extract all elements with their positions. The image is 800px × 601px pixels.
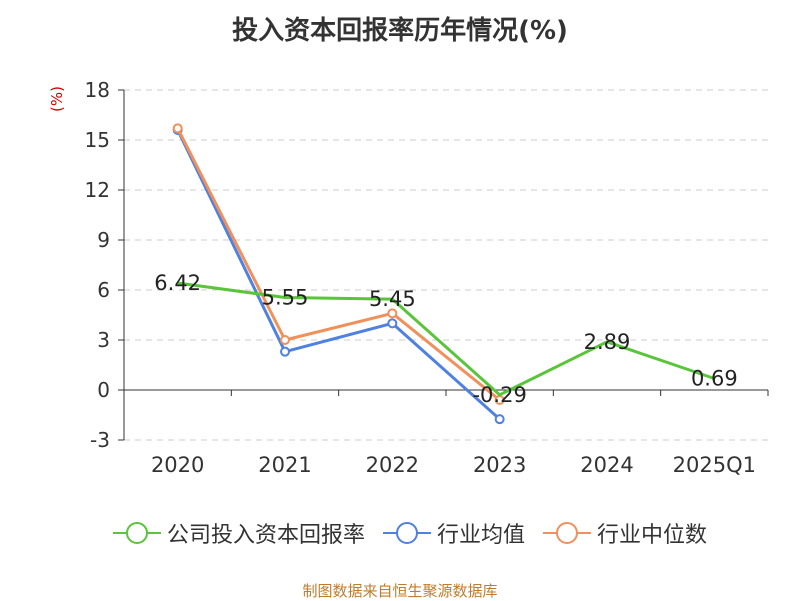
x-tick-label: 2021	[258, 453, 311, 477]
y-tick-label: 15	[85, 128, 110, 152]
x-tick-label: 2025Q1	[673, 453, 756, 477]
x-tick-label: 2022	[366, 453, 419, 477]
data-point	[280, 346, 290, 357]
data-point	[172, 123, 183, 134]
x-tick-label: 2024	[580, 453, 633, 477]
y-tick-label: 12	[85, 178, 110, 202]
series-line	[176, 129, 501, 421]
data-point	[387, 318, 398, 329]
data-labels: 6.42 5.55 5.45 -0.29 2.89 0.69	[154, 271, 737, 407]
legend-item-industry-median[interactable]: 行业中位数	[543, 517, 707, 549]
data-source: 制图数据来自恒生聚源数据库	[302, 582, 498, 600]
legend-label: 行业均值	[436, 523, 525, 548]
chart-title: 投入资本回报率历年情况(%)	[232, 16, 568, 46]
data-label: 5.45	[369, 287, 416, 311]
x-tick-label: 2020	[151, 453, 204, 477]
legend-label: 行业中位数	[597, 523, 708, 548]
series-lines	[172, 123, 715, 425]
data-point	[387, 308, 398, 319]
data-label: -0.29	[472, 383, 526, 407]
grid-lines	[124, 89, 768, 441]
legend: 公司投入资本回报率 行业均值 行业中位数	[70, 517, 750, 549]
y-tick-label: 9	[97, 228, 110, 252]
legend-item-industry-mean[interactable]: 行业均值	[382, 517, 525, 549]
y-tick-label: 0	[97, 378, 110, 402]
data-point	[280, 335, 290, 345]
data-label: 0.69	[691, 367, 738, 391]
data-label: 5.55	[262, 286, 309, 310]
series-line	[176, 127, 501, 402]
legend-label: 公司投入资本回报率	[166, 523, 365, 548]
legend-line-circle-icon	[382, 521, 431, 545]
data-label: 6.42	[154, 271, 201, 295]
axes: 18 15 12 9 6 3 0 -3 2020 2021 2022 2023 2024 2025Q1	[85, 78, 769, 477]
data-point	[494, 414, 505, 425]
legend-line-circle-icon	[543, 521, 591, 545]
y-tick-label: 18	[85, 78, 110, 102]
series-line	[177, 281, 715, 397]
legend-line-circle-icon	[112, 521, 161, 545]
y-tick-label: 6	[97, 278, 110, 302]
y-tick-label: -3	[90, 428, 110, 452]
y-tick-label: 3	[97, 328, 110, 352]
legend-item-company[interactable]: 公司投入资本回报率	[112, 517, 365, 549]
data-label: 2.89	[584, 330, 631, 354]
x-tick-label: 2023	[473, 453, 526, 477]
